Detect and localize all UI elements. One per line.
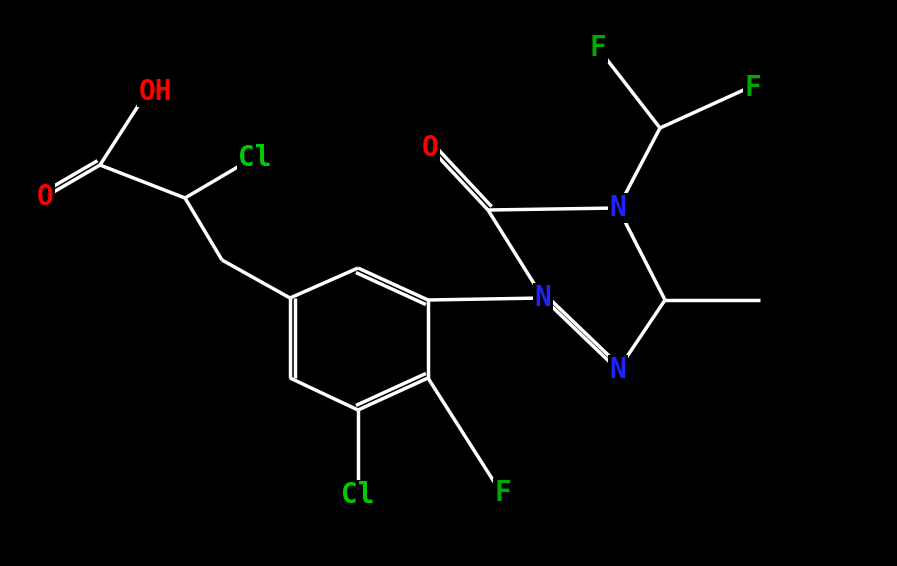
Text: Cl: Cl bbox=[239, 144, 272, 172]
Text: F: F bbox=[745, 74, 762, 102]
Text: Cl: Cl bbox=[341, 481, 375, 509]
Text: O: O bbox=[37, 183, 54, 211]
Text: OH: OH bbox=[138, 78, 171, 106]
Text: F: F bbox=[589, 34, 606, 62]
Text: N: N bbox=[610, 356, 626, 384]
Text: F: F bbox=[494, 479, 511, 507]
Text: O: O bbox=[422, 134, 439, 162]
Text: N: N bbox=[535, 284, 552, 312]
Text: N: N bbox=[610, 194, 626, 222]
